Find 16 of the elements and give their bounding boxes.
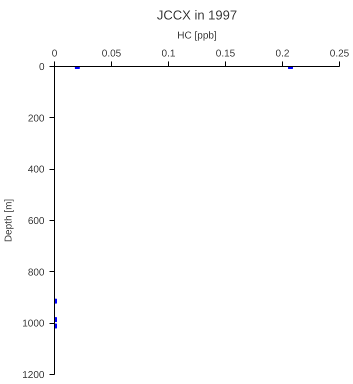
y-tick-label: 1000 xyxy=(22,318,45,330)
y-tick-label: 1200 xyxy=(22,370,45,381)
y-tick-label: 800 xyxy=(28,267,45,278)
x-tick-label: 0.25 xyxy=(330,48,350,60)
y-tick-label: 400 xyxy=(28,164,45,176)
x-tick-label: 0.05 xyxy=(102,48,122,60)
y-tick-label: 0 xyxy=(38,62,45,73)
x-axis-title: HC [ppb] xyxy=(177,30,217,42)
x-tick-label: 0.15 xyxy=(216,48,236,60)
y-tick-label: 600 xyxy=(28,216,45,227)
x-tick-label: 0.1 xyxy=(162,48,176,60)
y-tick-label: 200 xyxy=(28,113,45,124)
chart-title: JCCX in 1997 xyxy=(156,8,238,22)
x-tick-label: 0.2 xyxy=(276,48,290,60)
x-tick-label: 0 xyxy=(52,48,58,60)
y-axis-title: Depth [m] xyxy=(3,198,14,242)
